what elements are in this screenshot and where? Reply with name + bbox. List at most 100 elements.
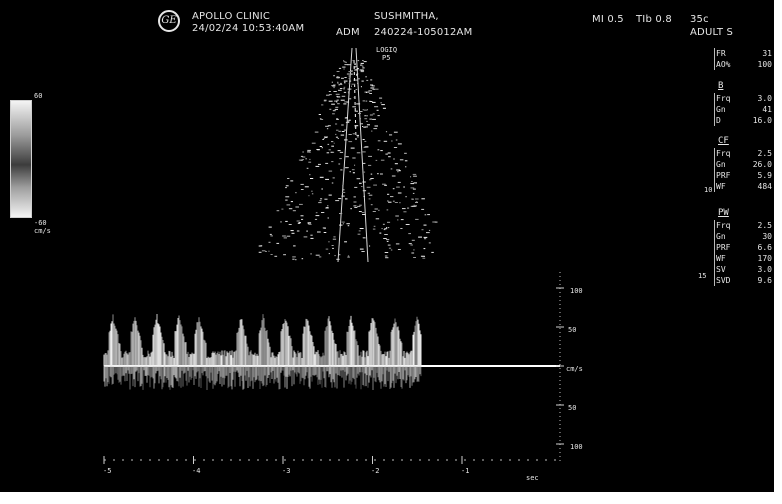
speckle xyxy=(357,78,360,80)
speckle xyxy=(332,113,335,115)
speckle xyxy=(344,139,348,141)
speckle xyxy=(306,167,309,169)
speckle xyxy=(358,230,361,232)
speckle xyxy=(393,147,398,148)
speckle xyxy=(343,68,345,70)
speckle xyxy=(334,100,338,102)
speckle xyxy=(352,106,356,108)
speckle xyxy=(351,85,352,87)
speckle xyxy=(374,208,378,210)
speckle xyxy=(362,181,366,183)
speckle xyxy=(431,251,434,253)
speckle xyxy=(359,118,361,120)
speckle xyxy=(384,255,388,257)
velocity-label: 100 xyxy=(570,443,583,451)
panel-row: Frq 2.5 xyxy=(716,221,772,230)
speckle xyxy=(337,150,341,152)
speckle xyxy=(385,257,389,259)
speckle xyxy=(393,131,398,133)
speckle xyxy=(258,245,262,247)
speckle xyxy=(393,158,395,160)
speckle xyxy=(315,215,320,217)
speckle xyxy=(426,232,430,234)
speckle xyxy=(350,147,355,149)
speckle xyxy=(319,118,322,120)
speckle xyxy=(352,172,355,174)
speckle xyxy=(399,159,404,161)
speckle xyxy=(369,245,371,247)
speckle xyxy=(346,101,350,103)
speckle xyxy=(302,151,304,153)
speckle xyxy=(323,227,326,229)
speckle xyxy=(292,256,296,258)
speckle xyxy=(386,227,388,229)
speckle xyxy=(331,145,334,147)
speckle xyxy=(370,84,374,86)
speckle xyxy=(300,189,304,190)
speckle xyxy=(397,249,401,250)
speckle xyxy=(411,239,415,241)
speckle xyxy=(356,136,359,138)
speckle xyxy=(361,186,363,187)
speckle xyxy=(365,100,368,102)
speckle xyxy=(282,235,286,237)
speckle xyxy=(387,244,391,246)
speckle xyxy=(325,162,329,164)
speckle xyxy=(323,232,327,233)
speckle xyxy=(375,218,380,220)
speckle xyxy=(380,173,383,175)
speckle xyxy=(261,250,266,252)
speckle xyxy=(388,201,392,203)
speckle xyxy=(304,186,309,188)
speckle xyxy=(336,101,338,103)
panel-bracket xyxy=(714,48,719,70)
speckle xyxy=(353,66,356,68)
speckle xyxy=(295,259,297,261)
speckle xyxy=(424,214,427,216)
speckle xyxy=(341,221,345,223)
speckle xyxy=(351,83,356,85)
speckle xyxy=(339,158,342,160)
speckle xyxy=(390,196,394,198)
speckle xyxy=(363,171,366,173)
panel-row: WF 170 xyxy=(716,254,772,263)
speckle xyxy=(320,119,324,120)
speckle xyxy=(382,107,386,109)
speckle xyxy=(352,157,356,159)
speckle xyxy=(357,68,359,70)
speckle xyxy=(415,198,419,200)
speckle xyxy=(337,82,339,84)
speckle xyxy=(270,254,273,255)
speckle xyxy=(408,243,412,245)
speckle xyxy=(302,156,306,158)
speckle xyxy=(347,91,350,93)
speckle xyxy=(415,218,419,220)
speckle xyxy=(336,258,340,260)
speckle xyxy=(394,202,398,203)
speckle xyxy=(363,61,367,63)
speckle xyxy=(321,147,323,149)
speckle xyxy=(292,258,295,260)
speckle xyxy=(299,203,303,205)
speckle xyxy=(361,65,364,67)
speckle xyxy=(336,118,339,120)
speckle xyxy=(411,252,415,254)
speckle xyxy=(387,200,389,202)
speckle xyxy=(370,101,373,102)
speckle xyxy=(364,118,368,120)
speckle xyxy=(411,205,416,207)
speckle xyxy=(335,93,340,95)
speckle xyxy=(344,101,348,103)
speckle xyxy=(413,175,417,177)
speckle xyxy=(322,139,324,140)
speckle xyxy=(347,88,352,90)
speckle xyxy=(395,243,400,245)
speckle xyxy=(366,79,369,81)
speckle xyxy=(258,251,262,253)
speckle xyxy=(314,218,318,220)
speckle xyxy=(321,104,324,106)
speckle xyxy=(424,238,427,240)
speckle xyxy=(400,219,404,221)
speckle xyxy=(334,108,338,110)
panel-bracket xyxy=(714,93,719,126)
